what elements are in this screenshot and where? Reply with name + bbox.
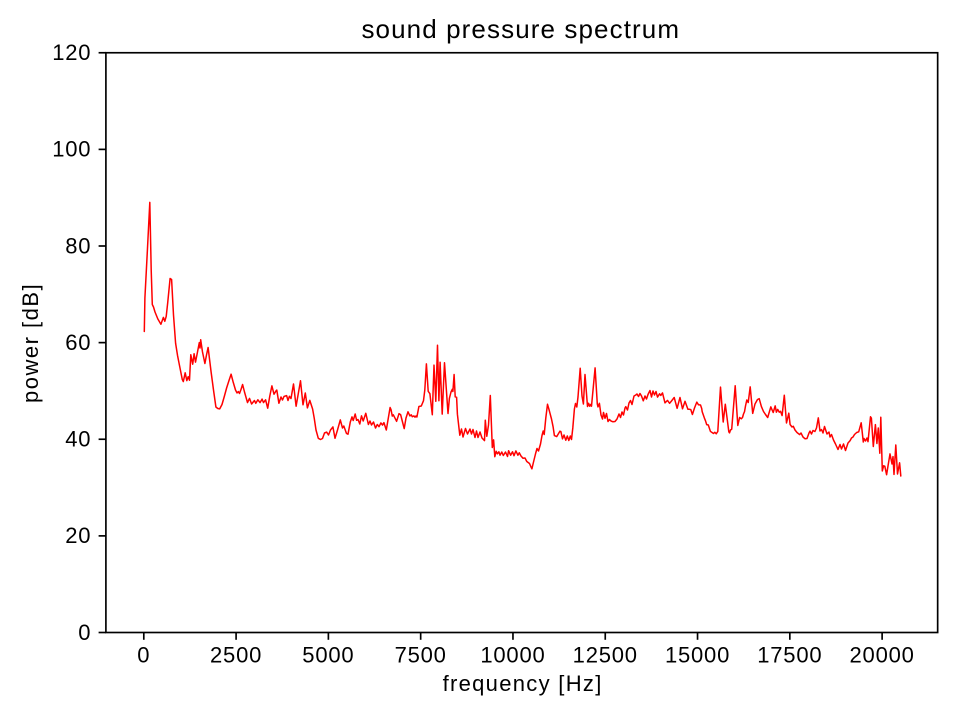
svg-text:80: 80 (65, 233, 91, 258)
svg-text:40: 40 (65, 427, 91, 452)
svg-text:100: 100 (52, 137, 91, 162)
svg-text:0: 0 (78, 620, 91, 645)
svg-text:5000: 5000 (302, 643, 354, 668)
svg-text:sound pressure spectrum: sound pressure spectrum (361, 14, 680, 44)
svg-text:17500: 17500 (757, 643, 822, 668)
svg-text:20000: 20000 (850, 643, 915, 668)
svg-text:10000: 10000 (480, 643, 545, 668)
svg-text:60: 60 (65, 330, 91, 355)
svg-text:7500: 7500 (395, 643, 447, 668)
svg-text:120: 120 (52, 40, 91, 65)
svg-text:2500: 2500 (210, 643, 262, 668)
svg-text:12500: 12500 (573, 643, 638, 668)
svg-text:15000: 15000 (665, 643, 730, 668)
svg-text:frequency [Hz]: frequency [Hz] (443, 671, 603, 696)
svg-text:20: 20 (65, 523, 91, 548)
svg-text:0: 0 (137, 643, 150, 668)
svg-text:power [dB]: power [dB] (18, 283, 43, 403)
